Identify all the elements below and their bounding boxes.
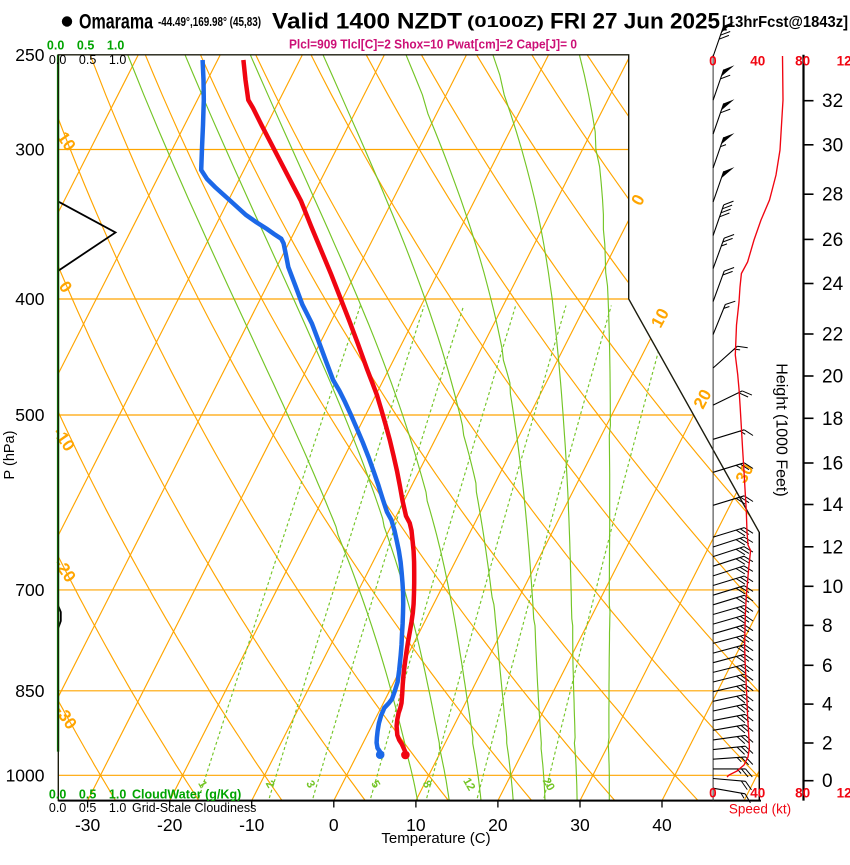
svg-text:2: 2 (822, 734, 833, 755)
svg-text:0.0: 0.0 (49, 801, 66, 815)
svg-text:[13hrFcst@1843z]: [13hrFcst@1843z] (722, 14, 848, 31)
svg-text:Temperature (C): Temperature (C) (381, 830, 490, 847)
svg-text:8: 8 (822, 616, 833, 637)
svg-text:16: 16 (822, 454, 843, 475)
svg-text:Omarama: Omarama (79, 11, 153, 34)
svg-text:-20: -20 (157, 815, 183, 835)
svg-text:Height (1000 Feet): Height (1000 Feet) (773, 363, 790, 496)
svg-text:20: 20 (822, 367, 843, 388)
svg-text:400: 400 (15, 289, 44, 309)
svg-text:30: 30 (570, 815, 590, 835)
svg-text:Speed (kt): Speed (kt) (729, 802, 791, 817)
svg-text:Grid-Scale Cloudiness: Grid-Scale Cloudiness (132, 801, 256, 815)
svg-text:26: 26 (822, 230, 843, 251)
svg-text:0: 0 (329, 815, 339, 835)
svg-text:1.0: 1.0 (109, 801, 126, 815)
svg-text:-10: -10 (239, 815, 265, 835)
svg-text:0: 0 (822, 771, 833, 792)
svg-text:0.5: 0.5 (77, 39, 94, 53)
svg-text:500: 500 (15, 405, 44, 425)
svg-text:850: 850 (15, 681, 44, 701)
svg-text:10: 10 (406, 815, 426, 835)
svg-text:-44.49°,169.98° (45,83): -44.49°,169.98° (45,83) (158, 15, 261, 29)
svg-text:24: 24 (822, 274, 844, 295)
svg-text:20: 20 (540, 776, 557, 793)
svg-text:2: 2 (263, 779, 277, 791)
svg-text:1.0: 1.0 (107, 39, 124, 53)
svg-text:12: 12 (460, 776, 477, 793)
svg-text:14: 14 (822, 495, 844, 516)
svg-text:0.0: 0.0 (47, 39, 64, 53)
svg-text:0.5: 0.5 (79, 53, 96, 67)
svg-text:6: 6 (822, 656, 833, 677)
svg-text:28: 28 (822, 185, 843, 206)
svg-text:120: 120 (837, 786, 850, 801)
svg-text:-30: -30 (75, 815, 101, 835)
svg-text:12: 12 (822, 537, 843, 558)
svg-text:40: 40 (652, 815, 672, 835)
svg-text:30: 30 (822, 135, 843, 156)
svg-text:0.0: 0.0 (49, 53, 66, 67)
svg-text:Valid 1400 NZDT: Valid 1400 NZDT (272, 9, 462, 34)
svg-text:4: 4 (822, 695, 833, 716)
svg-text:0: 0 (709, 54, 717, 69)
svg-text:1.0: 1.0 (109, 53, 126, 67)
svg-text:0.5: 0.5 (79, 801, 96, 815)
svg-text:80: 80 (795, 786, 810, 801)
svg-text:80: 80 (795, 54, 810, 69)
svg-text:CloudWater (g/Kg): CloudWater (g/Kg) (132, 788, 241, 802)
svg-text:P (hPa): P (hPa) (2, 431, 18, 480)
svg-text:250: 250 (15, 45, 44, 65)
svg-text:(0100Z): (0100Z) (467, 14, 544, 31)
svg-text:32: 32 (822, 91, 843, 112)
svg-text:1.0: 1.0 (109, 788, 126, 802)
svg-text:0: 0 (709, 786, 717, 801)
svg-text:FRI 27 Jun 2025: FRI 27 Jun 2025 (550, 9, 720, 34)
svg-text:18: 18 (822, 409, 843, 430)
svg-text:40: 40 (750, 54, 765, 69)
svg-text:10: 10 (822, 577, 843, 598)
svg-text:Plcl=909 Tlcl[C]=2 Shox=10 Pwa: Plcl=909 Tlcl[C]=2 Shox=10 Pwat[cm]=2 Ca… (289, 37, 577, 52)
svg-text:22: 22 (822, 325, 843, 346)
svg-text:700: 700 (15, 580, 44, 600)
svg-text:300: 300 (15, 140, 44, 160)
svg-text:0.0: 0.0 (49, 788, 66, 802)
svg-text:1000: 1000 (6, 765, 45, 785)
svg-text:40: 40 (750, 786, 765, 801)
svg-text:0.5: 0.5 (79, 788, 96, 802)
svg-text:3: 3 (303, 779, 317, 791)
svg-text:120: 120 (837, 54, 850, 69)
svg-text:20: 20 (488, 815, 508, 835)
